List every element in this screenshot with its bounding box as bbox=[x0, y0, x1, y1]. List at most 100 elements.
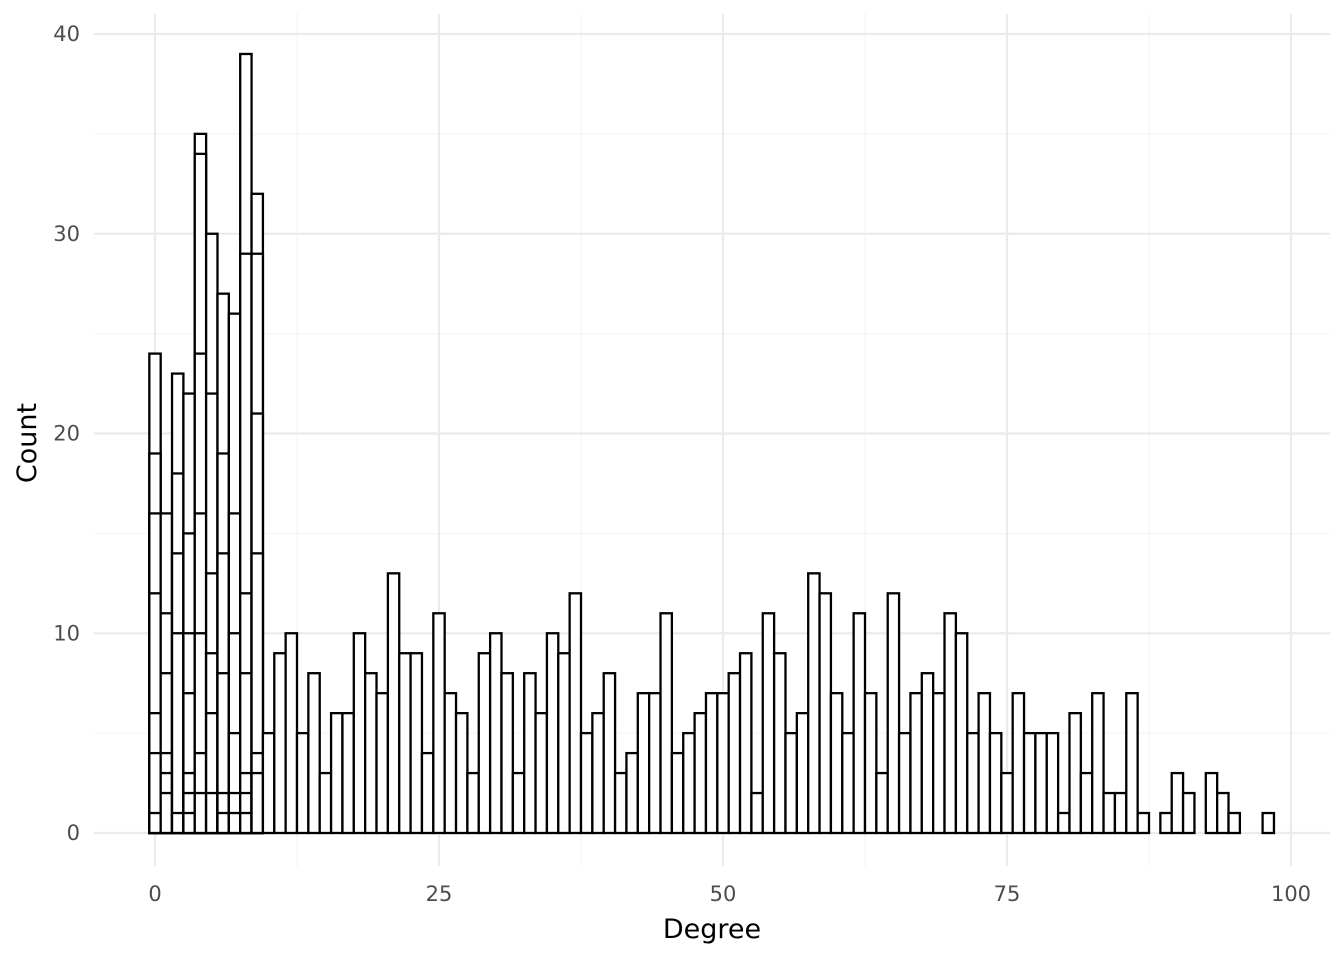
histogram-bar bbox=[454, 712, 469, 835]
histogram-bar bbox=[932, 692, 946, 835]
histogram-bar bbox=[534, 712, 549, 835]
histogram-bar bbox=[988, 731, 1003, 835]
histogram-bar bbox=[1079, 771, 1094, 835]
x-tick-label: 25 bbox=[426, 882, 453, 906]
histogram-bar bbox=[227, 811, 242, 835]
x-axis-title: Degree bbox=[663, 914, 761, 945]
histogram-bar bbox=[659, 612, 674, 835]
histogram-bar bbox=[284, 632, 299, 835]
histogram-bar bbox=[318, 771, 333, 835]
histogram-bar bbox=[886, 592, 901, 835]
y-axis-title: Count bbox=[12, 403, 43, 483]
histogram-bar bbox=[943, 612, 958, 835]
histogram-bar bbox=[682, 731, 696, 835]
histogram-bar bbox=[920, 672, 935, 835]
y-tick-label: 20 bbox=[53, 422, 80, 446]
histogram-bar bbox=[1000, 771, 1014, 835]
y-axis-ticks: 0 10 20 30 40 bbox=[53, 22, 80, 845]
histogram-bar bbox=[1136, 811, 1151, 835]
histogram-bar bbox=[875, 771, 889, 835]
histogram-bar bbox=[1181, 791, 1196, 835]
histogram-bar bbox=[648, 692, 662, 835]
histogram-bar bbox=[557, 652, 571, 835]
histogram-bar bbox=[829, 692, 844, 835]
histogram-bar bbox=[409, 652, 424, 835]
histogram-bar bbox=[841, 731, 855, 835]
histogram-bar bbox=[398, 652, 412, 835]
histogram-bar bbox=[420, 751, 435, 835]
histogram-bar bbox=[477, 652, 492, 835]
histogram-bar bbox=[250, 771, 265, 835]
histogram-bar bbox=[727, 672, 742, 835]
histogram-bar bbox=[432, 612, 446, 835]
histogram-bar bbox=[341, 712, 355, 835]
x-axis-ticks: 0 25 50 75 100 bbox=[148, 882, 1311, 906]
histogram-bar bbox=[182, 811, 196, 835]
histogram-bar bbox=[1125, 692, 1139, 835]
histogram-bar bbox=[386, 572, 401, 835]
histogram-bar bbox=[1261, 811, 1276, 835]
histogram-bar bbox=[670, 751, 685, 835]
histogram-bar bbox=[591, 712, 605, 835]
histogram-bar bbox=[1102, 791, 1117, 835]
histogram-bar bbox=[159, 791, 174, 835]
histogram-bar bbox=[636, 692, 651, 835]
histogram-bar bbox=[443, 692, 458, 835]
histogram-bar bbox=[693, 712, 708, 835]
histogram-bar bbox=[568, 592, 583, 835]
x-tick-label: 75 bbox=[994, 882, 1021, 906]
histogram-bar bbox=[511, 771, 526, 835]
histogram-bar bbox=[1227, 811, 1242, 835]
histogram-bar bbox=[545, 632, 560, 835]
histogram-bar bbox=[966, 731, 980, 835]
histogram-bar bbox=[364, 672, 378, 835]
histogram-bar bbox=[1170, 771, 1185, 835]
histogram-bar bbox=[1068, 712, 1082, 835]
histogram-bar bbox=[863, 692, 878, 835]
histogram-bar bbox=[1159, 811, 1173, 835]
histogram-bars bbox=[148, 52, 1276, 835]
histogram-bar bbox=[204, 791, 219, 835]
histogram-bar bbox=[500, 672, 514, 835]
histogram-bar bbox=[239, 811, 253, 835]
histogram-bar bbox=[818, 592, 833, 835]
histogram-bar bbox=[772, 652, 787, 835]
histogram-bar bbox=[897, 731, 912, 835]
histogram-bar bbox=[795, 712, 810, 835]
histogram-bar bbox=[716, 692, 730, 835]
histogram-bar bbox=[704, 692, 719, 835]
histogram-bar bbox=[193, 791, 208, 835]
histogram-bar bbox=[761, 612, 776, 835]
histogram-bar bbox=[329, 712, 344, 835]
histogram-bar bbox=[261, 731, 276, 835]
histogram-bar bbox=[352, 632, 367, 835]
histogram-bar bbox=[170, 811, 185, 835]
histogram-bar bbox=[625, 751, 639, 835]
histogram-bar bbox=[1056, 811, 1071, 835]
histogram-bar bbox=[488, 632, 503, 835]
histogram-bar bbox=[977, 692, 992, 835]
histogram-bar bbox=[750, 791, 764, 835]
histogram-bar bbox=[852, 612, 867, 835]
histogram-bar bbox=[1204, 771, 1219, 835]
histogram-bar bbox=[613, 771, 628, 835]
y-tick-label: 40 bbox=[53, 22, 80, 46]
x-tick-label: 50 bbox=[710, 882, 737, 906]
histogram-bar bbox=[295, 731, 310, 835]
histogram-bar bbox=[170, 632, 185, 835]
histogram-bar bbox=[784, 731, 798, 835]
histogram-bar bbox=[1045, 731, 1060, 835]
y-tick-label: 0 bbox=[67, 821, 80, 845]
histogram-bar bbox=[909, 692, 923, 835]
histogram-bar bbox=[602, 672, 617, 835]
histogram-bar bbox=[375, 692, 390, 835]
histogram-bar bbox=[1113, 791, 1128, 835]
x-tick-label: 0 bbox=[148, 882, 161, 906]
histogram-bar bbox=[738, 652, 753, 835]
histogram-bar bbox=[807, 572, 821, 835]
histogram-bar bbox=[954, 632, 969, 835]
histogram-bar bbox=[1034, 731, 1048, 835]
histogram-bar bbox=[523, 672, 537, 835]
histogram-bar bbox=[273, 652, 287, 835]
